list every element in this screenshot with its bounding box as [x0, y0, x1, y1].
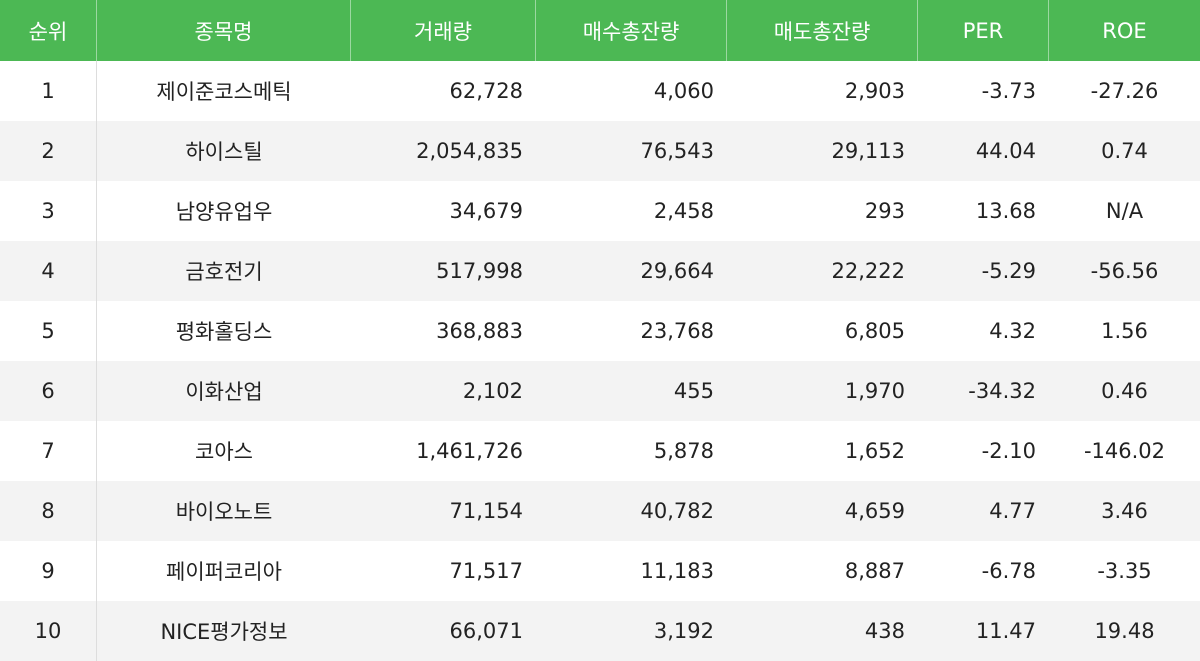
- cell-sell-total: 22,222: [831, 259, 905, 283]
- cell-sell-total: 8,887: [844, 559, 905, 583]
- cell-name[interactable]: 코아스: [195, 440, 253, 464]
- cell-rank: 1: [0, 61, 97, 121]
- cell-sell-total: 438: [864, 619, 905, 643]
- cell-rank: 9: [0, 541, 97, 601]
- cell-per: -5.29: [981, 259, 1036, 283]
- cell-roe: -146.02: [1083, 439, 1166, 463]
- cell-sell-total: 29,113: [831, 139, 905, 163]
- cell-roe: -56.56: [1090, 259, 1159, 283]
- header-roe[interactable]: ROE: [1102, 18, 1147, 43]
- cell-sell-total: 1,970: [844, 379, 905, 403]
- cell-per: 13.68: [975, 199, 1036, 223]
- cell-name[interactable]: NICE평가정보: [160, 620, 288, 644]
- cell-volume: 368,883: [436, 319, 523, 343]
- cell-roe: N/A: [1105, 199, 1144, 223]
- cell-name[interactable]: 바이오노트: [175, 500, 273, 524]
- cell-per: -6.78: [981, 559, 1036, 583]
- cell-roe: 1.56: [1101, 319, 1148, 343]
- cell-name[interactable]: 이화산업: [185, 380, 263, 404]
- cell-roe: -3.35: [1097, 559, 1152, 583]
- cell-rank: 7: [0, 421, 97, 481]
- cell-buy-total: 29,664: [640, 259, 714, 283]
- cell-roe: 0.46: [1101, 379, 1148, 403]
- table-row[interactable]: 1 제이준코스메틱 62,728 4,060 2,903 -3.73 -27.26: [0, 61, 1200, 121]
- table-row[interactable]: 5 평화홀딩스 368,883 23,768 6,805 4.32 1.56: [0, 301, 1200, 361]
- table-row[interactable]: 3 남양유업우 34,679 2,458 293 13.68 N/A: [0, 181, 1200, 241]
- cell-name[interactable]: 평화홀딩스: [175, 320, 273, 344]
- cell-roe: -27.26: [1090, 79, 1159, 103]
- cell-sell-total: 293: [864, 199, 905, 223]
- cell-rank: 2: [0, 121, 97, 181]
- cell-volume: 62,728: [449, 79, 523, 103]
- cell-buy-total: 40,782: [640, 499, 714, 523]
- cell-name[interactable]: 페이퍼코리아: [166, 560, 282, 584]
- cell-name[interactable]: 금호전기: [185, 260, 263, 284]
- header-name[interactable]: 종목명: [97, 0, 351, 61]
- cell-buy-total: 455: [673, 379, 714, 403]
- cell-roe: 19.48: [1094, 619, 1155, 643]
- cell-per: -3.73: [981, 79, 1036, 103]
- cell-rank: 6: [0, 361, 97, 421]
- cell-rank: 10: [0, 601, 97, 661]
- table-header: 순위 종목명 거래량 매수총잔량 매도총잔량 PER ROE: [0, 0, 1200, 61]
- cell-roe: 3.46: [1101, 499, 1148, 523]
- header-rank[interactable]: 순위: [0, 0, 97, 61]
- table-row[interactable]: 8 바이오노트 71,154 40,782 4,659 4.77 3.46: [0, 481, 1200, 541]
- cell-buy-total: 5,878: [653, 439, 714, 463]
- cell-sell-total: 6,805: [844, 319, 905, 343]
- cell-per: 11.47: [975, 619, 1036, 643]
- cell-rank: 4: [0, 241, 97, 301]
- table-row[interactable]: 4 금호전기 517,998 29,664 22,222 -5.29 -56.56: [0, 241, 1200, 301]
- cell-buy-total: 11,183: [640, 559, 714, 583]
- cell-name[interactable]: 하이스틸: [185, 140, 263, 164]
- header-sell-total[interactable]: 매도총잔량: [727, 0, 918, 61]
- cell-per: 4.77: [989, 499, 1036, 523]
- cell-name[interactable]: 제이준코스메틱: [156, 80, 292, 104]
- header-per[interactable]: PER: [918, 0, 1049, 61]
- cell-sell-total: 2,903: [844, 79, 905, 103]
- cell-per: -34.32: [968, 379, 1036, 403]
- cell-per: -2.10: [981, 439, 1036, 463]
- header-buy-total[interactable]: 매수총잔량: [536, 0, 727, 61]
- cell-volume: 2,102: [462, 379, 523, 403]
- cell-volume: 2,054,835: [416, 139, 523, 163]
- cell-per: 4.32: [989, 319, 1036, 343]
- cell-sell-total: 1,652: [844, 439, 905, 463]
- header-volume[interactable]: 거래량: [351, 0, 536, 61]
- cell-volume: 71,517: [449, 559, 523, 583]
- cell-rank: 3: [0, 181, 97, 241]
- table-body: 1 제이준코스메틱 62,728 4,060 2,903 -3.73 -27.26 2 하이스틸…: [0, 61, 1200, 661]
- cell-name[interactable]: 남양유업우: [175, 200, 273, 224]
- cell-buy-total: 23,768: [640, 319, 714, 343]
- cell-buy-total: 76,543: [640, 139, 714, 163]
- cell-sell-total: 4,659: [844, 499, 905, 523]
- cell-roe: 0.74: [1101, 139, 1148, 163]
- cell-volume: 517,998: [436, 259, 523, 283]
- cell-buy-total: 2,458: [653, 199, 714, 223]
- cell-rank: 8: [0, 481, 97, 541]
- cell-rank: 5: [0, 301, 97, 361]
- table-row[interactable]: 9 페이퍼코리아 71,517 11,183 8,887 -6.78 -3.35: [0, 541, 1200, 601]
- table-row[interactable]: 6 이화산업 2,102 455 1,970 -34.32 0.46: [0, 361, 1200, 421]
- table-row[interactable]: 2 하이스틸 2,054,835 76,543 29,113 44.04 0.74: [0, 121, 1200, 181]
- cell-per: 44.04: [975, 139, 1036, 163]
- cell-volume: 66,071: [449, 619, 523, 643]
- cell-volume: 1,461,726: [416, 439, 523, 463]
- cell-buy-total: 3,192: [653, 619, 714, 643]
- table-row[interactable]: 7 코아스 1,461,726 5,878 1,652 -2.10 -146.02: [0, 421, 1200, 481]
- cell-volume: 34,679: [449, 199, 523, 223]
- table-row[interactable]: 10 NICE평가정보 66,071 3,192 438 11.47 19.48: [0, 601, 1200, 661]
- cell-buy-total: 4,060: [653, 79, 714, 103]
- cell-volume: 71,154: [449, 499, 523, 523]
